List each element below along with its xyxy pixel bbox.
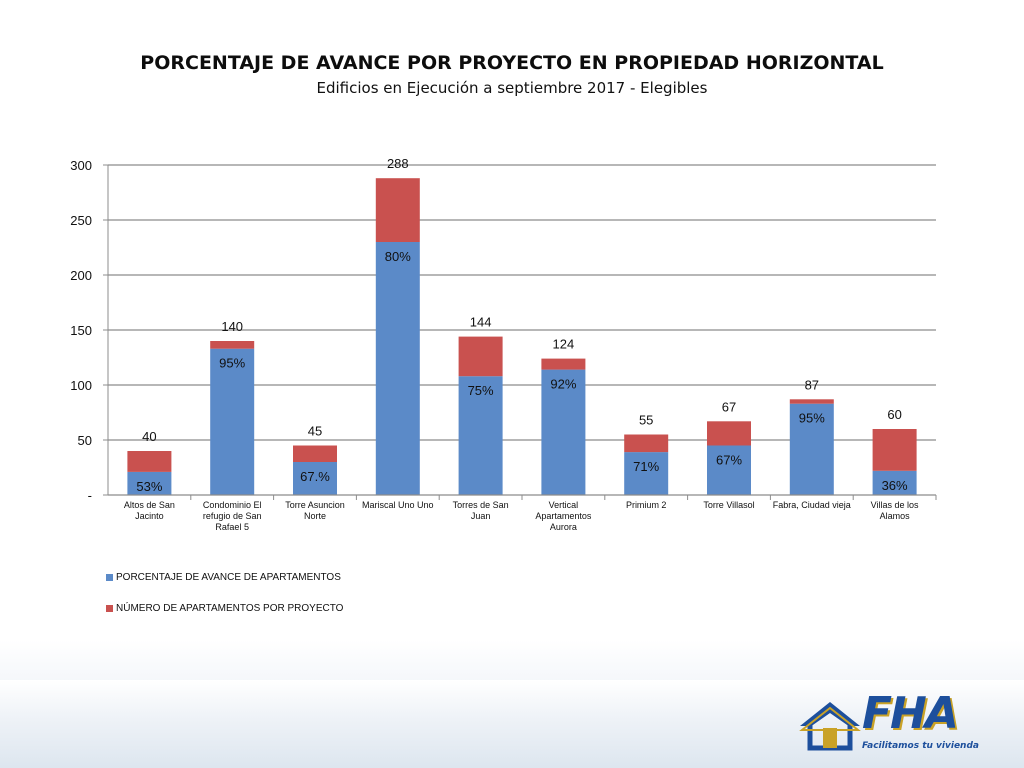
bar-numero bbox=[624, 434, 669, 453]
y-tick-label: 250 bbox=[70, 213, 92, 228]
x-tick-label: Aurora bbox=[550, 522, 577, 532]
bar-avance bbox=[293, 462, 337, 495]
data-label-avance: 67.% bbox=[300, 469, 330, 484]
bar-avance bbox=[872, 470, 917, 495]
bar-avance bbox=[458, 376, 503, 495]
x-tick-label: Jacinto bbox=[135, 511, 164, 521]
x-tick-label: Altos de San bbox=[124, 500, 175, 510]
x-tick-label: Primium 2 bbox=[626, 500, 667, 510]
bar-numero bbox=[707, 421, 751, 446]
logo-tagline: Facilitamos tu vivienda bbox=[862, 741, 979, 751]
data-label-numero: 140 bbox=[221, 319, 243, 334]
legend-swatch-avance bbox=[106, 574, 113, 581]
bar-avance bbox=[624, 452, 669, 495]
data-label-numero: 60 bbox=[887, 407, 901, 422]
x-tick-label: Apartamentos bbox=[535, 511, 592, 521]
bar-numero bbox=[458, 336, 503, 377]
y-tick-label: 100 bbox=[70, 378, 92, 393]
y-axis: - 50 100 150 200 250 300 bbox=[70, 158, 109, 503]
bar-avance bbox=[127, 471, 172, 495]
legend-item-numero: NÚMERO DE APARTAMENTOS POR PROYECTO bbox=[106, 603, 343, 614]
bar-numero bbox=[541, 358, 586, 370]
x-tick-label: Torres de San bbox=[453, 500, 509, 510]
data-label-numero: 87 bbox=[805, 377, 819, 392]
chart-title: PORCENTAJE DE AVANCE POR PROYECTO EN PRO… bbox=[140, 52, 884, 74]
data-label-avance: 75% bbox=[468, 383, 494, 398]
data-label-numero: 144 bbox=[470, 315, 492, 330]
data-label-numero: 67 bbox=[722, 399, 736, 414]
y-tick-label: 150 bbox=[70, 323, 92, 338]
bar-avance bbox=[375, 242, 420, 495]
data-label-avance: 67% bbox=[716, 453, 742, 468]
x-tick-label: refugio de San bbox=[203, 511, 262, 521]
bar-numero bbox=[210, 341, 255, 349]
x-tick-label: Mariscal Uno Uno bbox=[362, 500, 434, 510]
bar-numero bbox=[293, 445, 337, 462]
x-tick-label: Fabra, Ciudad vieja bbox=[773, 500, 851, 510]
y-tick-label: - bbox=[88, 488, 92, 503]
data-label-avance: 95% bbox=[219, 356, 245, 371]
x-tick-label: Condominio El bbox=[203, 500, 262, 510]
data-label-avance: 92% bbox=[550, 377, 576, 392]
legend-label-numero: NÚMERO DE APARTAMENTOS POR PROYECTO bbox=[116, 603, 344, 614]
legend-swatch-numero bbox=[106, 605, 113, 612]
x-tick-label: Torre Villasol bbox=[703, 500, 754, 510]
data-label-avance: 95% bbox=[799, 411, 825, 426]
bar-numero bbox=[789, 399, 834, 404]
x-tick-label: Villas de los bbox=[871, 500, 919, 510]
house-icon bbox=[799, 702, 861, 751]
x-tick-label: Alamos bbox=[880, 511, 911, 521]
x-tick-label: Juan bbox=[471, 511, 491, 521]
legend-item-avance: PORCENTAJE DE AVANCE DE APARTAMENTOS bbox=[106, 572, 341, 583]
chart-subtitle: Edificios en Ejecución a septiembre 2017… bbox=[316, 79, 708, 97]
bar-numero bbox=[872, 429, 917, 471]
bar-avance bbox=[789, 403, 834, 495]
logo-text: FHA bbox=[862, 688, 959, 739]
bar-numero bbox=[375, 178, 420, 242]
bar-avance bbox=[210, 348, 255, 495]
data-label-avance: 71% bbox=[633, 459, 659, 474]
data-label-avance: 53% bbox=[136, 479, 162, 494]
data-label-numero: 40 bbox=[142, 429, 156, 444]
data-label-numero: 288 bbox=[387, 156, 409, 171]
data-label-numero: 124 bbox=[553, 337, 575, 352]
x-tick-label: Norte bbox=[304, 511, 326, 521]
data-label-numero: 55 bbox=[639, 413, 653, 428]
stacked-bar-chart: - 50 100 150 200 250 300 53% 40 95% 140 67.% 45 80% 2… bbox=[70, 156, 937, 532]
data-label-avance: 36% bbox=[882, 478, 908, 493]
y-tick-label: 50 bbox=[78, 433, 92, 448]
x-tick-label: Rafael 5 bbox=[215, 522, 249, 532]
x-tick-label: Torre Asuncion bbox=[285, 500, 345, 510]
data-label-numero: 45 bbox=[308, 424, 322, 439]
legend-label-avance: PORCENTAJE DE AVANCE DE APARTAMENTOS bbox=[116, 572, 341, 583]
bar-avance bbox=[707, 445, 751, 495]
x-tick-label: Vertical bbox=[549, 500, 579, 510]
bar-avance bbox=[541, 369, 586, 495]
y-tick-label: 200 bbox=[70, 268, 92, 283]
bars: 53% 40 95% 140 67.% 45 80% 288 75% 144 92% 124 71% 55… bbox=[127, 156, 917, 495]
data-label-avance: 80% bbox=[385, 249, 411, 264]
y-tick-label: 300 bbox=[70, 158, 92, 173]
bar-numero bbox=[127, 451, 172, 472]
